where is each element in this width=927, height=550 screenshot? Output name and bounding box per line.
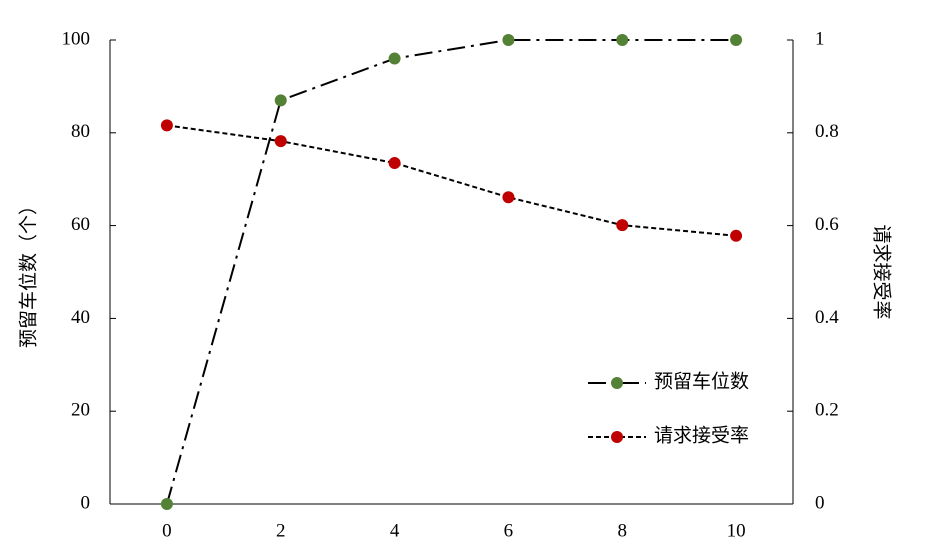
series-line [165,39,737,505]
x-tick-label: 2 [276,520,286,541]
y2-tick-label: 0.4 [815,307,839,328]
y2-tick-label: 0.2 [815,400,839,421]
series-line [166,124,737,237]
y-tick-label: 40 [71,307,90,328]
data-point [616,219,629,232]
legend-label: 请求接受率 [654,424,749,446]
data-point [274,94,287,107]
x-tick-label: 8 [618,520,628,541]
data-point [502,34,515,46]
x-tick-label: 4 [390,520,400,541]
legend-marker [611,431,623,443]
y2-tick-label: 0.8 [815,121,839,142]
y-axis-label: 预留车位数（个） [17,196,39,348]
data-point [730,34,743,46]
y2-tick-label: 1 [815,28,825,49]
data-point [160,119,173,132]
x-tick-label: 0 [162,520,172,541]
data-point [388,52,401,65]
y-tick-label: 100 [62,28,91,49]
data-point [160,498,173,510]
y-tick-label: 60 [71,214,90,235]
data-point [388,156,401,169]
data-point [502,191,515,204]
legend-label: 预留车位数 [654,370,749,392]
data-point [730,229,743,242]
x-tick-label: 6 [504,520,514,541]
x-tick-label: 10 [727,520,746,541]
y-tick-label: 20 [71,400,90,421]
data-point [616,34,629,46]
legend-marker [611,377,623,389]
y2-axis-label: 请求接受率 [871,224,893,319]
y-tick-label: 0 [81,492,91,513]
y-tick-label: 80 [71,121,90,142]
y2-tick-label: 0 [815,492,825,513]
data-point [274,135,287,148]
y2-tick-label: 0.6 [815,214,839,235]
